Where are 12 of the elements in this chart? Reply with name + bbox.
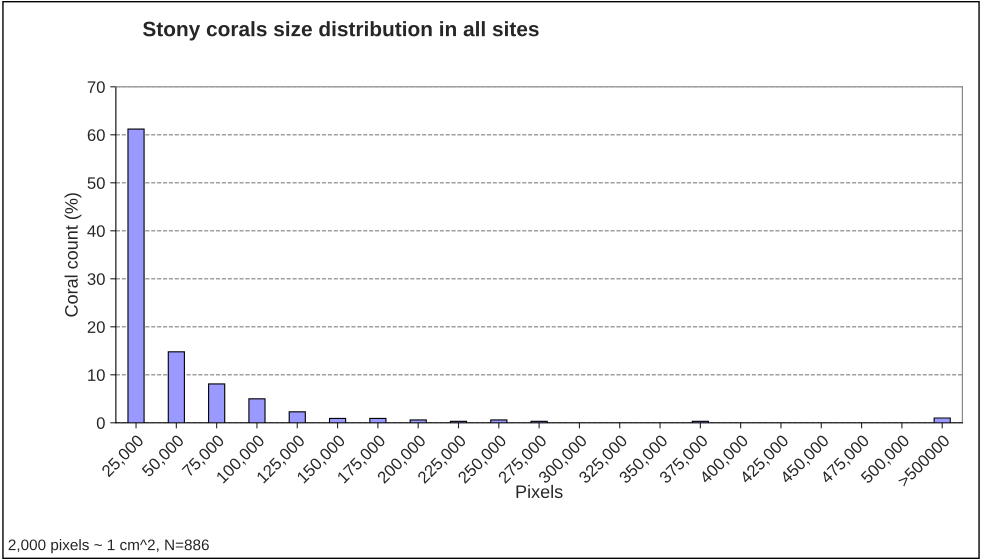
y-tick-label: 0	[96, 417, 105, 430]
chart-title: Stony corals size distribution in all sites	[142, 21, 539, 41]
text: 2,000 pixels ~ 1 cm^2, N=886	[8, 539, 209, 554]
y-tick-label: 10	[88, 369, 105, 382]
y-tick-label: 50	[88, 177, 105, 190]
x-axis-title: Pixels	[516, 484, 563, 498]
y-tick-label: 60	[88, 129, 105, 142]
y-axis-title: Coral count (%)	[64, 193, 82, 317]
y-tick-label: 30	[88, 273, 105, 286]
y-tick-label: 70	[88, 81, 105, 94]
y-tick-label: 40	[87, 225, 105, 238]
y-tick-label: 20	[88, 321, 105, 334]
